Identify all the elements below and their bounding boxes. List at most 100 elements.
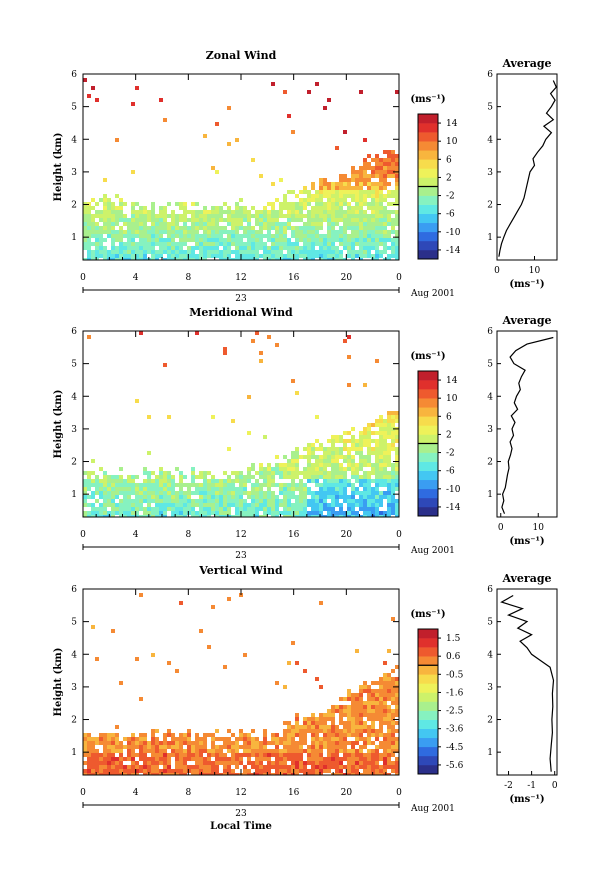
heatmap-cell bbox=[363, 214, 367, 218]
heatmap-cell bbox=[203, 491, 207, 495]
heatmap-cell bbox=[171, 222, 175, 226]
heatmap-cell bbox=[327, 246, 331, 250]
heatmap-cell bbox=[307, 451, 311, 455]
heatmap-cell bbox=[339, 741, 343, 745]
heatmap-cell bbox=[243, 483, 247, 487]
heatmap-cell bbox=[91, 198, 95, 202]
heatmap-cell bbox=[323, 455, 327, 459]
heatmap-cell bbox=[187, 749, 191, 753]
heatmap-cell bbox=[295, 258, 299, 260]
heatmap-cell bbox=[299, 226, 303, 230]
heatmap-cell bbox=[319, 773, 323, 775]
heatmap-cell bbox=[271, 741, 275, 745]
heatmap-cell bbox=[195, 491, 199, 495]
heatmap-cell bbox=[279, 222, 283, 226]
heatmap-cell bbox=[339, 242, 343, 246]
heatmap-cell bbox=[95, 657, 99, 661]
heatmap-cell bbox=[319, 685, 323, 689]
heatmap-cell bbox=[163, 118, 167, 122]
heatmap-cell bbox=[383, 705, 387, 709]
heatmap-cell bbox=[395, 459, 399, 463]
heatmap-cell bbox=[387, 685, 391, 689]
heatmap-cell bbox=[91, 86, 95, 90]
heatmap-cell bbox=[239, 483, 243, 487]
heatmap-cell bbox=[311, 475, 315, 479]
heatmap-cell bbox=[315, 415, 319, 419]
heatmap-cell bbox=[119, 483, 123, 487]
heatmap-cell bbox=[103, 499, 107, 503]
heatmap-cell bbox=[311, 198, 315, 202]
heatmap-cell bbox=[351, 210, 355, 214]
heatmap-cell bbox=[171, 511, 175, 515]
heatmap-cell bbox=[131, 214, 135, 218]
heatmap-cell bbox=[275, 507, 279, 511]
heatmap-cell bbox=[303, 483, 307, 487]
heatmap-cell bbox=[179, 745, 183, 749]
heatmap-cell bbox=[191, 773, 195, 775]
heatmap-cell bbox=[283, 254, 287, 258]
heatmap-cell bbox=[263, 246, 267, 250]
heatmap-cell bbox=[395, 186, 399, 190]
heatmap-cell bbox=[283, 258, 287, 260]
heatmap-cell bbox=[351, 455, 355, 459]
heatmap-cell bbox=[255, 230, 259, 234]
heatmap-cell bbox=[271, 250, 275, 254]
heatmap-cell bbox=[343, 238, 347, 242]
heatmap-cell bbox=[379, 234, 383, 238]
heatmap-cell bbox=[279, 475, 283, 479]
heatmap-cell bbox=[315, 757, 319, 761]
heatmap-cell bbox=[315, 447, 319, 451]
heatmap-cell bbox=[247, 753, 251, 757]
heatmap-cell bbox=[363, 443, 367, 447]
heatmap-cell bbox=[247, 773, 251, 775]
heatmap-cell bbox=[327, 455, 331, 459]
heatmap-cell bbox=[259, 218, 263, 222]
heatmap-cell bbox=[227, 749, 231, 753]
heatmap-cell bbox=[155, 475, 159, 479]
x-tick-label: 8 bbox=[185, 530, 191, 540]
heatmap-cell bbox=[363, 515, 367, 517]
heatmap-cell bbox=[143, 242, 147, 246]
heatmap-cell bbox=[363, 483, 367, 487]
heatmap-cell bbox=[367, 186, 371, 190]
heatmap-cell bbox=[395, 757, 399, 761]
heatmap-cell bbox=[139, 749, 143, 753]
heatmap-cell bbox=[335, 447, 339, 451]
heatmap-cell bbox=[91, 250, 95, 254]
heatmap-cell bbox=[347, 459, 351, 463]
heatmap-cell bbox=[351, 713, 355, 717]
heatmap-cell bbox=[379, 427, 383, 431]
heatmap-cell bbox=[379, 717, 383, 721]
heatmap-cell bbox=[327, 447, 331, 451]
heatmap-cell bbox=[159, 491, 163, 495]
heatmap-cell bbox=[331, 511, 335, 515]
heatmap-cell bbox=[271, 210, 275, 214]
heatmap-cell bbox=[175, 503, 179, 507]
profile-y-tick-label: 4 bbox=[487, 135, 493, 145]
heatmap-cell bbox=[307, 242, 311, 246]
heatmap-cell bbox=[263, 495, 267, 499]
heatmap-cell bbox=[163, 511, 167, 515]
heatmap-cell bbox=[383, 737, 387, 741]
heatmap-cell bbox=[91, 625, 95, 629]
heatmap-cell bbox=[171, 242, 175, 246]
heatmap-cell bbox=[151, 495, 155, 499]
heatmap-cell bbox=[167, 491, 171, 495]
heatmap-cell bbox=[303, 491, 307, 495]
heatmap-cell bbox=[311, 234, 315, 238]
profile-y-tick-label: 1 bbox=[487, 490, 493, 500]
heatmap-cell bbox=[167, 733, 171, 737]
heatmap-cell bbox=[383, 194, 387, 198]
heatmap-cell bbox=[371, 757, 375, 761]
heatmap-cell bbox=[383, 717, 387, 721]
heatmap-cell bbox=[247, 234, 251, 238]
heatmap-cell bbox=[371, 681, 375, 685]
heatmap-cell bbox=[287, 503, 291, 507]
heatmap-cell bbox=[379, 218, 383, 222]
heatmap-cell bbox=[343, 705, 347, 709]
heatmap-cell bbox=[319, 713, 323, 717]
heatmap-cell bbox=[367, 753, 371, 757]
heatmap-cell bbox=[299, 745, 303, 749]
heatmap-cell bbox=[247, 467, 251, 471]
